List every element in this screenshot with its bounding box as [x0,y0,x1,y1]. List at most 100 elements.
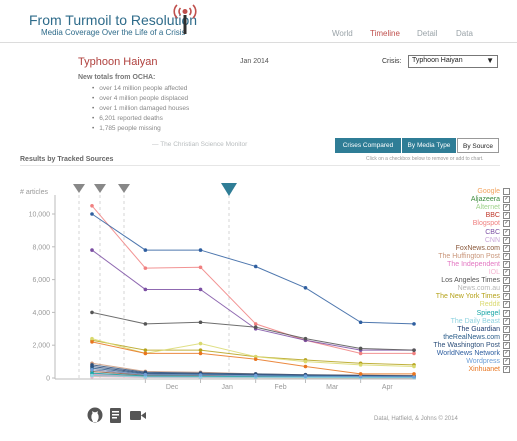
legend-checkbox[interactable]: ✓ [503,252,510,260]
legend-checkbox[interactable]: ✓ [503,285,510,293]
legend-label: Aljazeera [470,196,500,204]
legend-checkbox[interactable]: ✓ [503,204,510,212]
legend-checkbox[interactable]: ✓ [503,196,510,204]
series-line [91,311,415,351]
series-line [91,341,414,375]
legend-checkbox[interactable]: ✓ [503,293,510,301]
legend-item: News.com.au ✓ [458,284,510,293]
crisis-select-label: Crisis: [382,58,402,65]
series-point [253,354,258,359]
crises-compared-button[interactable]: Crises Compared [335,138,401,153]
x-tick-label: Jan [222,384,233,391]
y-tick-label: 8,000 [32,244,50,251]
nav-world[interactable]: World [332,29,353,38]
series-point [143,322,148,326]
legend-label: WorldNews Network [436,350,500,357]
footer-credit: Datal, Hatfield, & Johns © 2014 [374,416,458,422]
event-marker-triangle [118,184,130,193]
crisis-select[interactable]: Typhoon Haiyan ▼ [408,55,498,68]
legend-checkbox[interactable]: ✓ [503,220,510,228]
legend-label: Xinhuanet [468,366,500,374]
series-point [358,320,363,325]
series-point [143,370,148,375]
nav-timeline[interactable]: Timeline [370,29,400,38]
timeline-chart: # articles 0 2,000 4,000 6,000 8,000 10,000 Dec… [20,183,416,391]
legend-checkbox[interactable]: ✓ [503,325,510,333]
event-marker-triangle [73,184,85,193]
series-point [90,363,94,367]
legend-checkbox[interactable] [503,188,510,195]
nav-data[interactable]: Data [456,29,473,38]
series-point [90,368,94,372]
legend-checkbox[interactable]: ✓ [503,366,510,374]
x-tick-label: Dec [166,384,179,391]
legend-item: WorldNews Network ✓ [437,349,510,358]
facts-list: over 14 million people affected over 4 m… [92,84,189,134]
legend-label: The Daily Beast [450,317,500,325]
y-tick-label: 10,000 [29,212,51,219]
legend-item: The Guardian ✓ [457,325,510,334]
app-subtitle: Media Coverage Over the Life of a Crisis [41,28,186,37]
legend-checkbox[interactable]: ✓ [503,317,510,325]
legend-checkbox[interactable]: ✓ [503,277,510,285]
by-source-button[interactable]: By Source [457,138,499,153]
series-point [303,364,308,369]
legend-checkbox[interactable]: ✓ [503,244,510,252]
nav-detail[interactable]: Detail [417,29,438,38]
series-point [412,364,416,369]
by-media-type-button[interactable]: By Media Type [402,138,456,153]
legend-checkbox[interactable]: ✓ [503,341,510,349]
legend-checkbox[interactable]: ✓ [503,236,510,244]
x-tick-label: Apr [382,384,394,391]
legend-checkbox[interactable]: ✓ [503,228,510,236]
series-point [143,287,148,292]
dropdown-arrow-icon: ▼ [486,56,494,65]
legend-checkbox[interactable]: ✓ [503,309,510,317]
book-icon[interactable] [110,408,121,423]
legend-checkbox[interactable]: ✓ [503,358,510,366]
legend-checkbox[interactable]: ✓ [503,350,510,357]
y-tick-label: 4,000 [32,310,50,317]
results-heading: Results by Tracked Sources [20,156,114,163]
legend-label: Spiegel [476,309,500,317]
legend-item: theRealNews.com ✓ [443,333,510,342]
legend-label: Blogspot [472,220,500,228]
legend-item: FoxNews.com ✓ [456,244,510,253]
results-hint: Click on a checkbox below to remove or a… [366,156,484,162]
event-marker-triangle [94,184,106,193]
legend-checkbox[interactable]: ✓ [503,333,510,341]
quote-source: — The Christian Science Monitor [152,141,248,148]
series-point [143,266,148,270]
series-point [90,340,94,344]
crisis-date: Jan 2014 [240,58,269,65]
series-point [253,373,258,378]
series-point [412,372,416,376]
series-point [358,372,363,376]
y-tick-label: 2,000 [32,343,50,350]
series-point [198,265,203,270]
legend-item: IOL ✓ [489,268,510,277]
legend-label: Los Angeles Times [441,277,500,285]
series-point [198,320,203,325]
legend-item: The Independent ✓ [447,260,510,269]
series-line [91,213,415,325]
series-point [198,341,203,346]
legend-label: FoxNews.com [455,244,500,252]
series-point [143,351,148,356]
legend-checkbox[interactable]: ✓ [503,212,510,220]
series-point [303,359,308,364]
legend-checkbox[interactable]: ✓ [503,260,510,268]
video-icon[interactable] [130,411,146,420]
series-point [412,348,416,352]
legend-item: Wordpress ✓ [466,357,510,366]
series-point [358,363,363,367]
series-point [198,248,203,252]
facts-heading: New totals from OCHA: [78,74,156,81]
legend-checkbox[interactable]: ✓ [503,301,510,309]
github-icon[interactable] [87,407,103,423]
legend-checkbox[interactable]: ✓ [503,269,510,276]
legend-label: CBC [485,228,500,236]
series-point [198,373,203,377]
legend-label: theRealNews.com [443,333,500,341]
legend-label: Alternet [475,204,500,212]
